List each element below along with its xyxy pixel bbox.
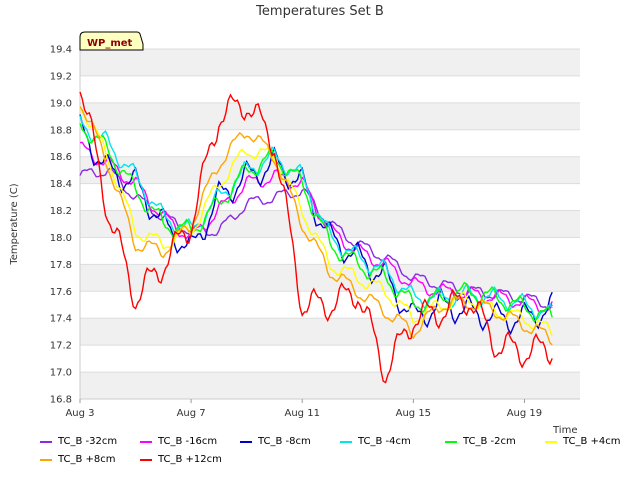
x-tick-label: Aug 11: [285, 408, 320, 419]
legend-swatch: [340, 440, 352, 443]
legend-swatch: [40, 458, 52, 461]
x-tick-label: Aug 15: [396, 408, 431, 419]
wp-met-badge: WP_met: [79, 31, 144, 51]
legend-item: TC_B -32cm: [40, 436, 117, 447]
x-tick-label: Aug 7: [177, 408, 206, 419]
legend-item: TC_B -2cm: [445, 436, 516, 447]
y-tick-label: 18.0: [50, 233, 72, 244]
grid-band: [80, 49, 580, 76]
badge-shape: [79, 31, 144, 51]
x-tick-label: Aug 19: [507, 408, 542, 419]
series-line-tc-b-32cm: [79, 167, 553, 310]
y-tick-label: 18.4: [50, 179, 72, 190]
chart-title: Temperatures Set B: [255, 4, 384, 19]
y-tick-label: 17.8: [50, 260, 72, 271]
legend-swatch: [445, 440, 457, 443]
legend-swatch: [40, 440, 52, 443]
legend-label: TC_B -4cm: [358, 436, 411, 447]
badge-label: WP_met: [87, 38, 133, 49]
legend-swatch: [140, 440, 152, 443]
legend-label: TC_B +8cm: [58, 454, 116, 465]
y-tick-label: 19.2: [50, 71, 72, 82]
series-line-tc-b-12cm: [79, 91, 553, 384]
legend-label: TC_B -2cm: [463, 436, 516, 447]
y-tick-label: 17.2: [50, 341, 72, 352]
y-tick-label: 17.0: [50, 368, 72, 379]
legend-label: TC_B -16cm: [158, 436, 218, 447]
legend-item: TC_B +8cm: [40, 454, 116, 465]
legend-swatch: [140, 458, 152, 461]
series-lines: [79, 91, 553, 384]
grid-band: [80, 156, 580, 184]
grid-band: [80, 318, 580, 346]
x-tick-label: Aug 3: [65, 408, 94, 419]
series-line-tc-b-2cm: [79, 123, 553, 322]
x-axis-label: Time: [552, 425, 577, 436]
grid-band: [80, 102, 580, 130]
y-tick-label: 18.2: [50, 206, 72, 217]
legend: TC_B -32cm TC_B -16cm TC_B -8cm TC_B -4cm TC…: [40, 436, 640, 476]
legend-item: TC_B -16cm: [140, 436, 217, 447]
grid-band: [80, 372, 580, 399]
series-line-tc-b-4cm: [79, 106, 553, 337]
legend-label: TC_B +12cm: [158, 454, 222, 465]
y-tick-label: 18.6: [50, 152, 72, 163]
legend-item: TC_B -4cm: [340, 436, 411, 447]
y-tick-label: 17.6: [50, 287, 72, 298]
y-tick-label: 16.8: [50, 395, 72, 406]
y-tick-label: 19.0: [50, 98, 72, 109]
y-tick-label: 19.4: [50, 45, 72, 56]
legend-swatch: [545, 440, 557, 443]
legend-item: TC_B -8cm: [240, 436, 311, 447]
legend-label: TC_B -8cm: [258, 436, 311, 447]
legend-item: TC_B +12cm: [140, 454, 222, 465]
legend-label: TC_B -32cm: [58, 436, 118, 447]
y-axis-label: Temperature (C): [9, 183, 20, 265]
legend-swatch: [240, 440, 252, 443]
legend-label: TC_B +4cm: [563, 436, 621, 447]
y-tick-label: 18.8: [50, 125, 72, 136]
legend-item: TC_B +4cm: [545, 436, 621, 447]
y-tick-label: 17.4: [50, 314, 72, 325]
series-line-tc-b-8cm: [79, 106, 553, 346]
